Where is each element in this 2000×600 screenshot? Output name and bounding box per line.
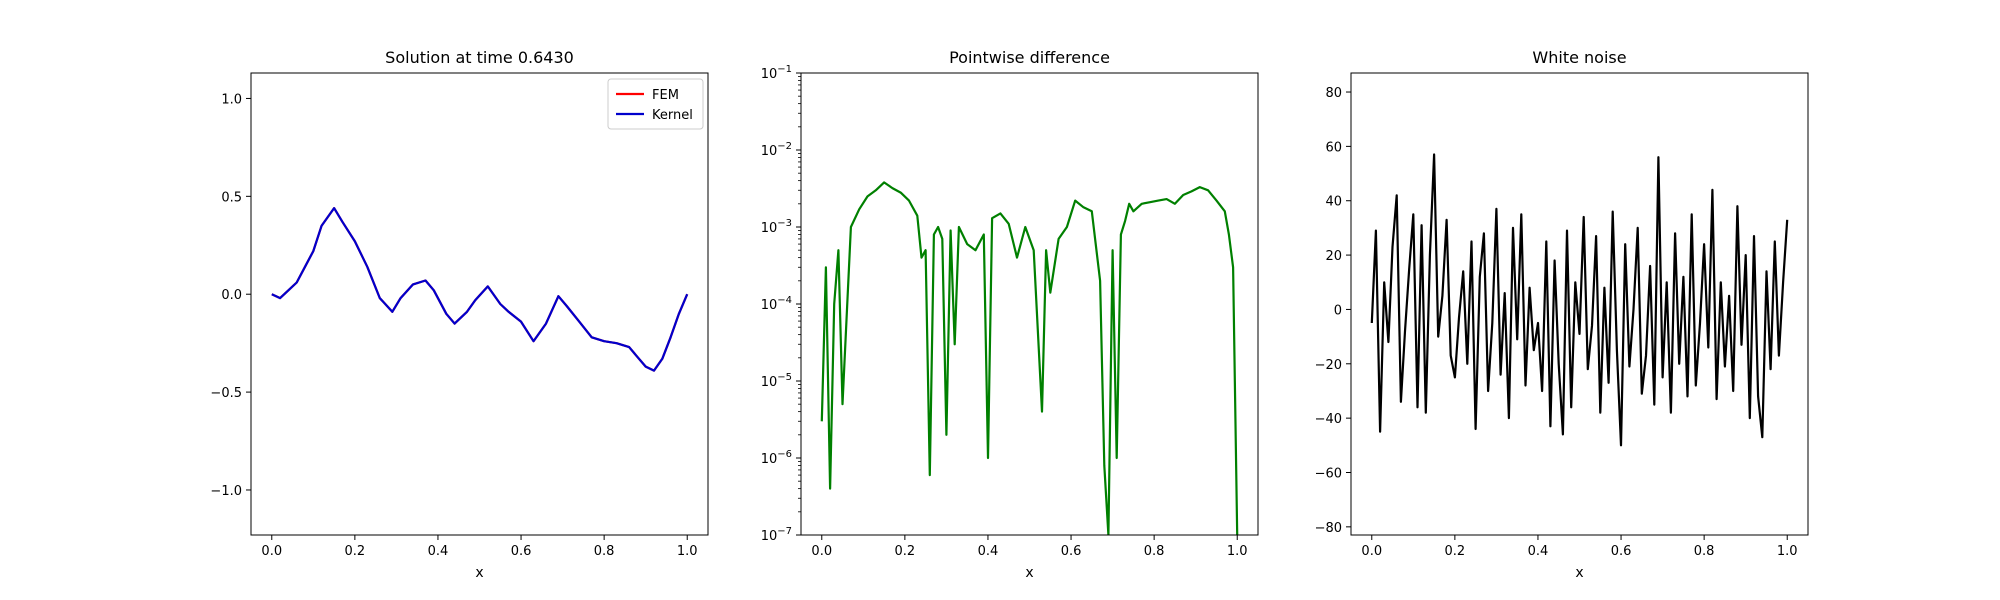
difference-y-tick-label: 10−3 bbox=[761, 218, 792, 236]
noise-y-tick-label: 0 bbox=[1334, 303, 1342, 318]
solution-y-tick-label: 1.0 bbox=[221, 92, 242, 107]
legend-label-kernel: Kernel bbox=[652, 108, 693, 123]
solution-y-tick-label: −0.5 bbox=[210, 386, 242, 401]
difference-y-tick-label: 10−5 bbox=[761, 372, 792, 390]
tick-exponent: −3 bbox=[777, 218, 792, 229]
solution-x-axis-label: x bbox=[475, 565, 483, 581]
solution-panel: 0.0 0.2 0.4 0.6 0.8 1.0 1.0 0.5 0.0 −0.5 −1.0 Solut… bbox=[210, 48, 709, 581]
difference-x-tick-label: 0.2 bbox=[895, 544, 916, 559]
difference-x-tick-label: 0.4 bbox=[978, 544, 999, 559]
noise-chart-title: White noise bbox=[1532, 48, 1626, 67]
tick-exponent: −2 bbox=[777, 141, 792, 152]
tick-base: 10 bbox=[761, 144, 778, 159]
solution-x-tick-label: 1.0 bbox=[677, 544, 698, 559]
solution-y-tick-label: 0.5 bbox=[221, 190, 242, 205]
tick-base: 10 bbox=[761, 67, 778, 82]
solution-series-line-kernel bbox=[271, 207, 689, 372]
noise-x-tick-label: 0.6 bbox=[1611, 544, 1632, 559]
noise-y-tick-label: −40 bbox=[1315, 412, 1342, 427]
solution-axes-frame bbox=[250, 72, 709, 536]
noise-x-axis-label: x bbox=[1575, 565, 1583, 581]
tick-base: 10 bbox=[761, 221, 778, 236]
tick-exponent: −5 bbox=[777, 372, 792, 383]
difference-y-tick-label: 10−1 bbox=[761, 64, 792, 82]
difference-y-tick-label: 10−7 bbox=[761, 526, 792, 544]
solution-x-tick-label: 0.8 bbox=[594, 544, 615, 559]
solution-y-tick-label: 0.0 bbox=[221, 288, 242, 303]
tick-exponent: −4 bbox=[777, 295, 792, 306]
noise-y-tick-label: 80 bbox=[1325, 86, 1342, 101]
noise-y-tick-label: −60 bbox=[1315, 466, 1342, 481]
solution-x-tick-label: 0.6 bbox=[511, 544, 532, 559]
difference-x-tick-label: 0.6 bbox=[1061, 544, 1082, 559]
noise-y-tick-label: 60 bbox=[1325, 140, 1342, 155]
difference-y-tick-label: 10−6 bbox=[761, 449, 792, 467]
difference-x-tick-label: 0.8 bbox=[1144, 544, 1165, 559]
difference-x-axis-label: x bbox=[1025, 565, 1033, 581]
difference-axes-frame bbox=[800, 72, 1259, 536]
noise-x-tick-label: 0.8 bbox=[1694, 544, 1715, 559]
noise-y-tick-label: −80 bbox=[1315, 521, 1342, 536]
noise-series-line-0 bbox=[1370, 153, 1789, 447]
tick-exponent: −1 bbox=[777, 64, 792, 75]
white-noise-panel: 0.0 0.2 0.4 0.6 0.8 1.0 80 60 40 20 0 −20 −40 −60 −80 W… bbox=[1315, 48, 1809, 581]
legend-box bbox=[607, 78, 704, 130]
solution-legend: FEM Kernel bbox=[607, 78, 704, 130]
tick-base: 10 bbox=[761, 529, 778, 544]
noise-x-tick-label: 0.4 bbox=[1528, 544, 1549, 559]
noise-x-tick-label: 1.0 bbox=[1777, 544, 1798, 559]
pointwise-difference-panel: 0.0 0.2 0.4 0.6 0.8 1.010−110−210−310−410−510… bbox=[761, 48, 1259, 581]
solution-chart-title: Solution at time 0.6430 bbox=[385, 48, 574, 67]
tick-base: 10 bbox=[761, 452, 778, 467]
noise-axes-frame bbox=[1350, 72, 1809, 536]
solution-y-tick-label: −1.0 bbox=[210, 484, 242, 499]
solution-x-tick-label: 0.2 bbox=[345, 544, 366, 559]
noise-x-tick-label: 0.0 bbox=[1361, 544, 1382, 559]
noise-x-tick-label: 0.2 bbox=[1445, 544, 1466, 559]
legend-label-fem: FEM bbox=[652, 88, 679, 103]
difference-y-tick-label: 10−4 bbox=[761, 295, 792, 313]
difference-chart-title: Pointwise difference bbox=[949, 48, 1110, 67]
tick-base: 10 bbox=[761, 375, 778, 390]
noise-y-tick-label: 20 bbox=[1325, 249, 1342, 264]
solution-x-tick-label: 0.4 bbox=[428, 544, 449, 559]
tick-exponent: −6 bbox=[777, 449, 792, 460]
tick-base: 10 bbox=[761, 298, 778, 313]
noise-y-tick-label: 40 bbox=[1325, 195, 1342, 210]
difference-y-tick-label: 10−2 bbox=[761, 141, 792, 159]
noise-y-tick-label: −20 bbox=[1315, 358, 1342, 373]
solution-x-tick-label: 0.0 bbox=[261, 544, 282, 559]
difference-x-tick-label: 0.0 bbox=[811, 544, 832, 559]
difference-series-line-0 bbox=[820, 181, 1239, 535]
tick-exponent: −7 bbox=[777, 526, 792, 537]
difference-x-tick-label: 1.0 bbox=[1227, 544, 1248, 559]
